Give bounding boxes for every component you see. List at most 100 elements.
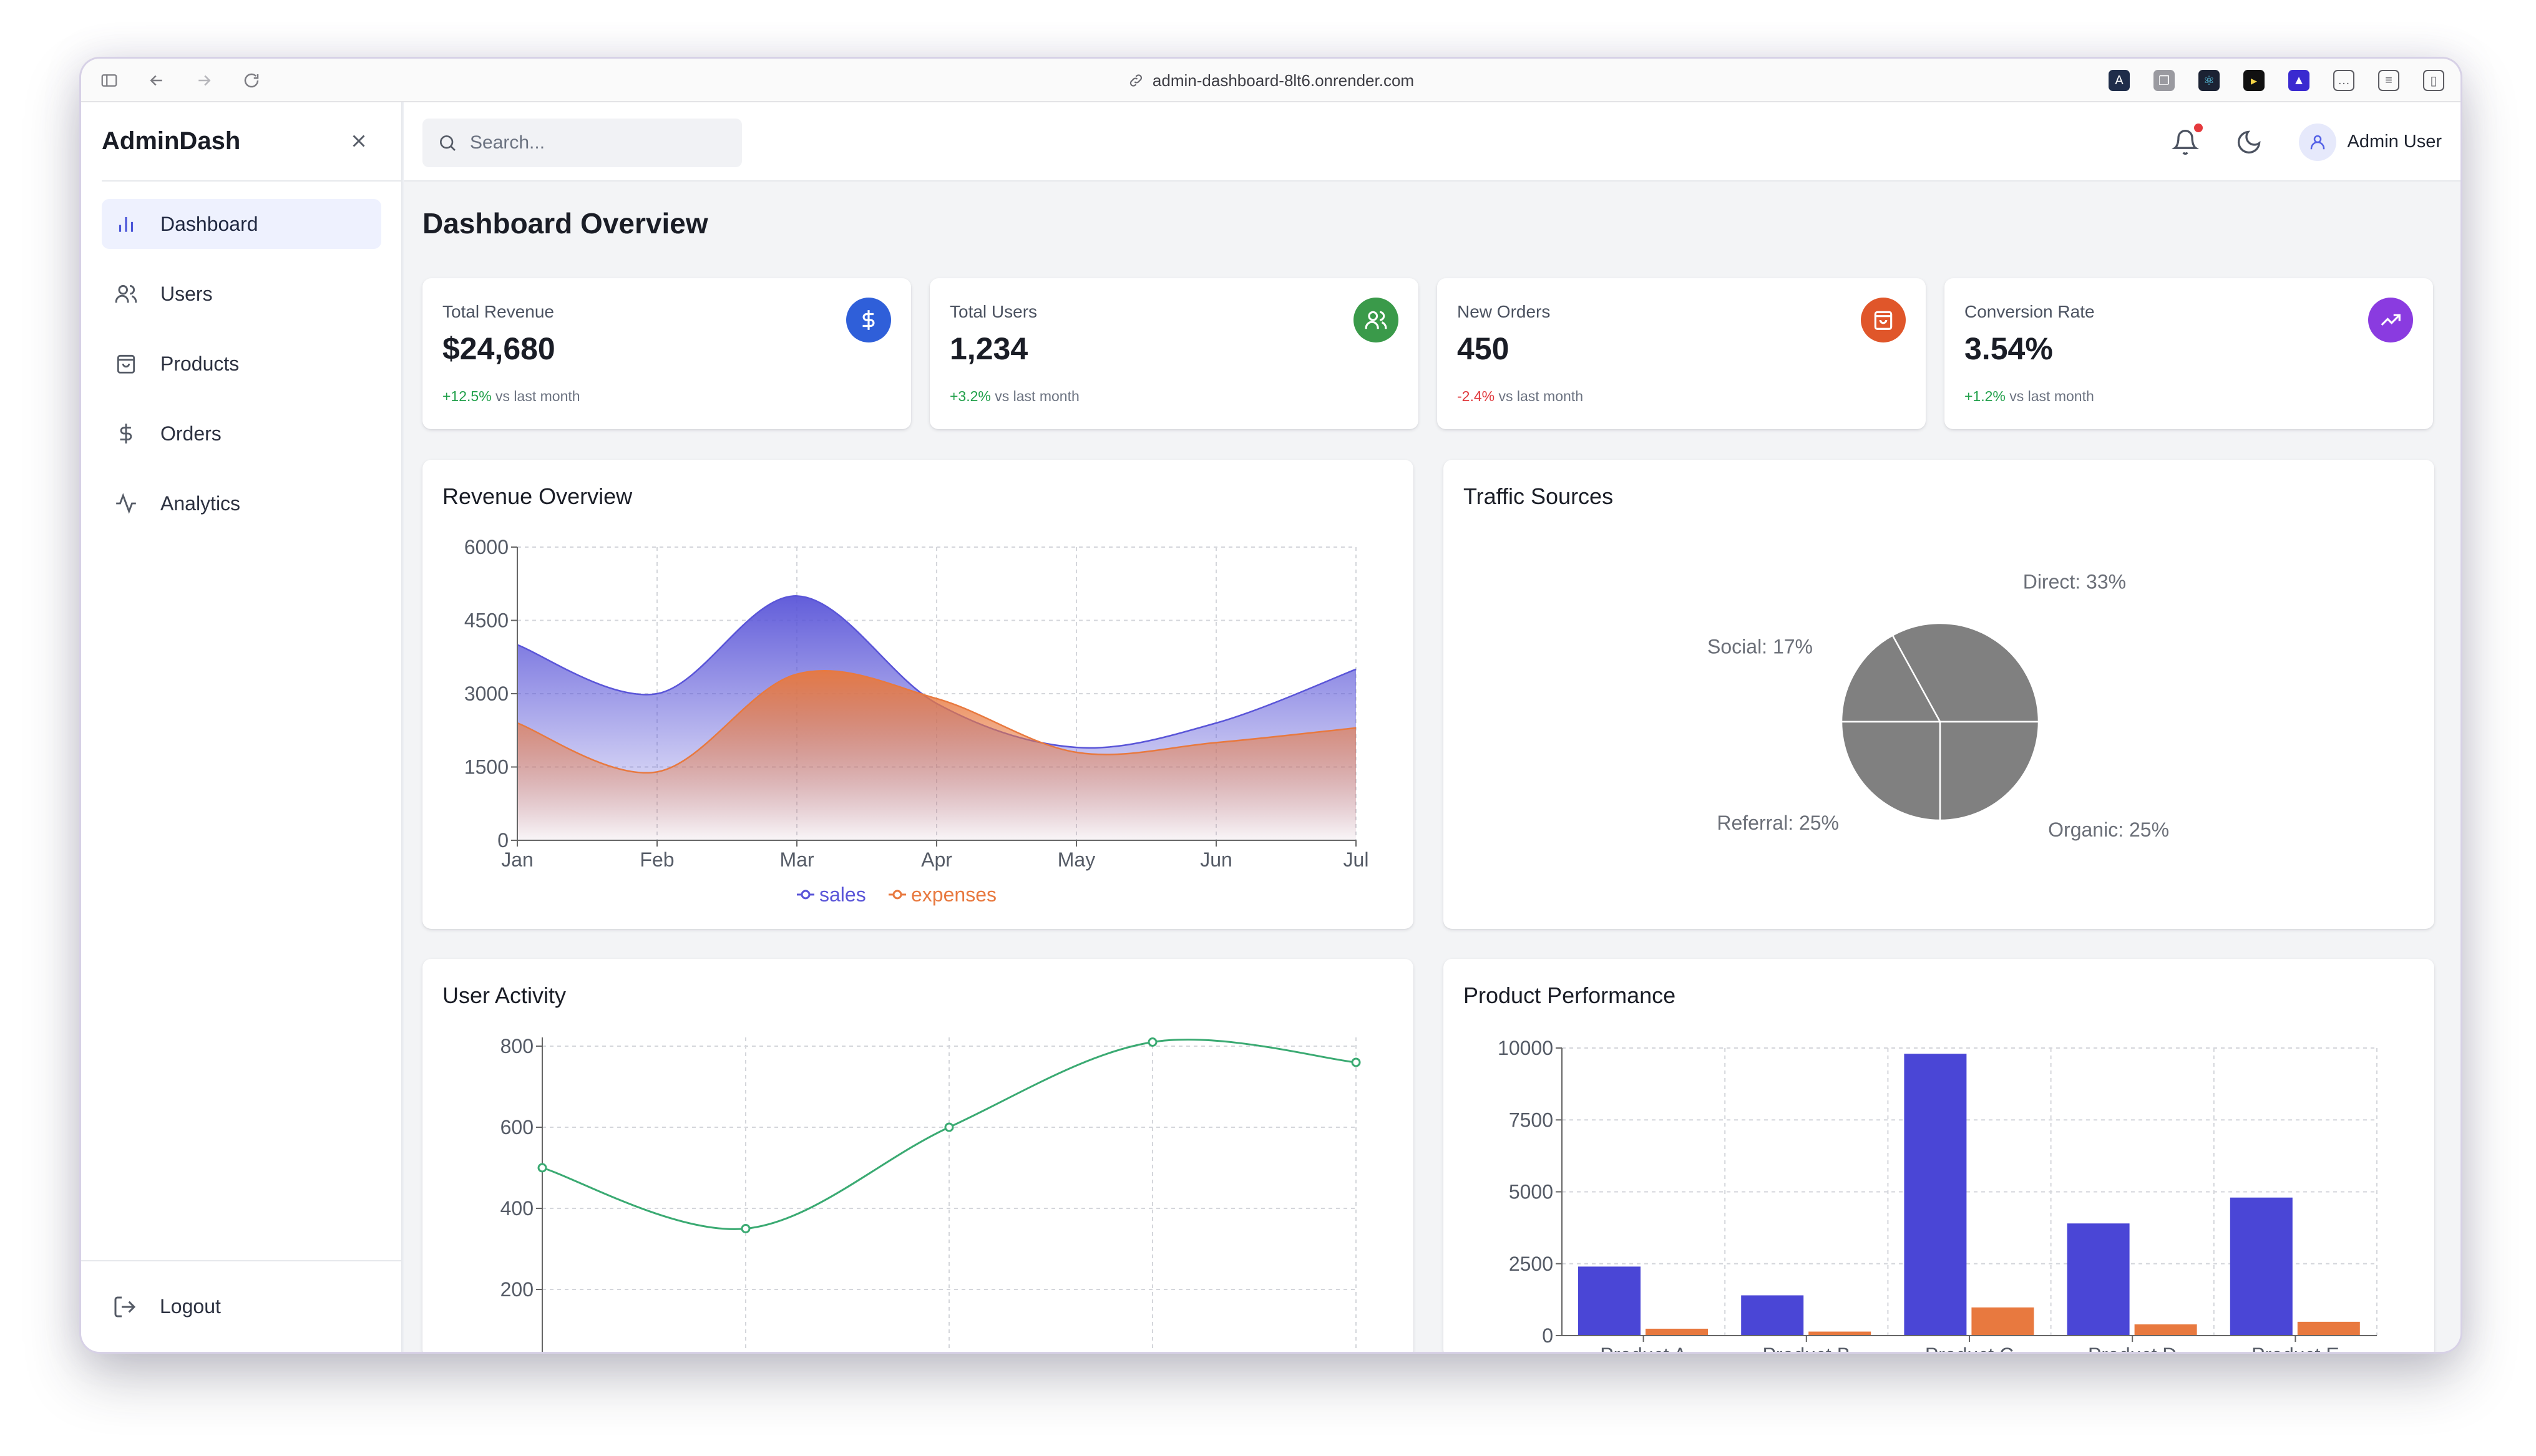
stat-change-pct: +12.5% bbox=[442, 388, 492, 404]
stat-card-conversion: Conversion Rate 3.54% +1.2% vs last mont… bbox=[1944, 278, 2433, 429]
sidebar-item-label: Users bbox=[160, 282, 213, 305]
logout-icon bbox=[114, 1296, 136, 1317]
panel-title: User Activity bbox=[442, 983, 567, 1008]
sidebar-item-orders[interactable]: Orders bbox=[102, 409, 381, 459]
product-bar-chart: 0 2500 5000 7500 10000 Product A Product B Prod… bbox=[1498, 1037, 2378, 1352]
x-tick-label: Feb bbox=[640, 848, 674, 871]
x-tick-label: Mar bbox=[779, 848, 814, 871]
pie-slice bbox=[1939, 721, 2040, 822]
address-bar[interactable]: admin-dashboard-8lt6.onrender.com bbox=[1128, 59, 1414, 102]
bar bbox=[2230, 1197, 2293, 1336]
y-tick-label: 5000 bbox=[1509, 1181, 1553, 1203]
traffic-sources-panel: Traffic Sources Direct: 33% Social: 17% Re… bbox=[1443, 460, 2434, 929]
stat-value: 1,234 bbox=[950, 331, 1028, 366]
y-tick-label: 2500 bbox=[1509, 1253, 1553, 1275]
reload-icon[interactable] bbox=[241, 70, 262, 91]
x-tick-label: Jul bbox=[1344, 848, 1369, 871]
brand-name: AdminDash bbox=[102, 127, 241, 155]
extension-a-icon[interactable]: A bbox=[2109, 70, 2130, 91]
x-tick-label: Product D bbox=[2088, 1344, 2177, 1352]
x-tick-label: Product B bbox=[1763, 1344, 1851, 1352]
x-tick-label: Product E bbox=[2251, 1344, 2339, 1352]
y-tick-label: 6000 bbox=[464, 536, 509, 558]
revenue-overview-panel: Revenue Overview 0 1500 3000 4500 6000 Jan Feb… bbox=[422, 460, 1413, 929]
sidebar-item-dashboard[interactable]: Dashboard bbox=[102, 199, 381, 249]
activity-point bbox=[1148, 1037, 1158, 1047]
bar bbox=[1578, 1266, 1641, 1336]
stat-change-pct: -2.4% bbox=[1457, 388, 1495, 404]
user-activity-panel: User Activity 200 400 600 800 bbox=[422, 959, 1413, 1352]
stat-value: $24,680 bbox=[442, 331, 555, 366]
stat-change: +3.2% vs last month bbox=[950, 388, 1080, 405]
sidebar-nav: Dashboard Users Products Orders Analytic… bbox=[102, 199, 381, 548]
extension-react-icon[interactable]: ⚛ bbox=[2198, 70, 2220, 91]
stat-value: 3.54% bbox=[1964, 331, 2053, 366]
extension-terminal-icon[interactable]: ▸ bbox=[2243, 70, 2265, 91]
y-tick-label: 0 bbox=[1542, 1324, 1553, 1347]
search-box[interactable] bbox=[422, 119, 742, 167]
users-icon bbox=[115, 284, 137, 303]
main-content: Dashboard Overview Total Revenue $24,680… bbox=[404, 182, 2460, 1352]
user-icon bbox=[2310, 135, 2324, 149]
bar bbox=[1904, 1054, 1967, 1336]
page-title: Dashboard Overview bbox=[422, 207, 708, 240]
notifications-bell-icon[interactable] bbox=[2171, 123, 2203, 156]
y-tick-label: 1500 bbox=[464, 756, 509, 779]
y-tick-label: 200 bbox=[500, 1278, 534, 1301]
stat-change: +1.2% vs last month bbox=[1964, 388, 2094, 405]
sidebar-item-label: Products bbox=[160, 352, 240, 375]
sidebar-item-users[interactable]: Users bbox=[102, 269, 381, 319]
pie-slice-label: Referral: 25% bbox=[1717, 812, 1839, 834]
sidebar-item-products[interactable]: Products bbox=[102, 339, 381, 389]
sidebar-toggle-icon[interactable] bbox=[99, 70, 120, 91]
activity-icon bbox=[116, 493, 136, 514]
split-view-icon[interactable]: ▯ bbox=[2423, 70, 2444, 91]
stat-change: +12.5% vs last month bbox=[442, 388, 580, 405]
stat-change-suffix: vs last month bbox=[495, 388, 580, 404]
bar bbox=[2134, 1324, 2197, 1336]
close-sidebar-icon[interactable] bbox=[343, 125, 375, 157]
activity-point bbox=[1351, 1057, 1361, 1067]
search-input[interactable] bbox=[470, 132, 719, 153]
x-tick-label: Product C bbox=[1925, 1344, 2014, 1352]
legend-label: expenses bbox=[911, 883, 997, 906]
stat-change: -2.4% vs last month bbox=[1457, 388, 1583, 405]
pie-slice bbox=[1840, 634, 1942, 723]
user-menu[interactable]: Admin User bbox=[2298, 123, 2442, 161]
y-tick-label: 3000 bbox=[464, 682, 509, 705]
pie-slice-label: Social: 17% bbox=[1707, 635, 1813, 658]
search-icon bbox=[440, 135, 456, 151]
y-tick-label: 0 bbox=[497, 829, 509, 852]
logout-button[interactable]: Logout bbox=[81, 1260, 402, 1352]
extension-graduation-icon[interactable]: ▲ bbox=[2288, 70, 2309, 91]
pie-slice bbox=[1840, 721, 1941, 822]
dark-mode-moon-icon[interactable] bbox=[2235, 129, 2263, 156]
trending-up-icon bbox=[2368, 298, 2413, 342]
y-tick-label: 800 bbox=[500, 1035, 534, 1057]
stat-label: Conversion Rate bbox=[1964, 302, 2095, 321]
legend-marker bbox=[801, 890, 811, 900]
sidebar-item-analytics[interactable]: Analytics bbox=[102, 478, 381, 528]
shopping-bag-icon bbox=[1861, 298, 1906, 342]
dollar-icon bbox=[846, 298, 891, 342]
product-performance-panel: Product Performance 0 2500 5000 7500 10000 Pr… bbox=[1443, 959, 2434, 1352]
users-icon bbox=[1353, 298, 1398, 342]
forward-arrow-icon[interactable] bbox=[193, 70, 215, 91]
pie-slice-label: Direct: 33% bbox=[2023, 571, 2126, 593]
activity-point bbox=[741, 1224, 751, 1233]
y-tick-label: 600 bbox=[500, 1116, 534, 1138]
stat-change-suffix: vs last month bbox=[2009, 388, 2094, 404]
logout-label: Logout bbox=[160, 1295, 221, 1318]
bar bbox=[2297, 1321, 2360, 1336]
activity-point bbox=[537, 1163, 547, 1173]
stat-value: 450 bbox=[1457, 331, 1509, 366]
extension-copy-icon[interactable]: ❐ bbox=[2153, 70, 2175, 91]
extension-chat-icon[interactable]: … bbox=[2333, 70, 2354, 91]
pie-slice-label: Organic: 25% bbox=[2048, 818, 2169, 841]
extension-notes-icon[interactable]: ≡ bbox=[2378, 70, 2399, 91]
stat-card-orders: New Orders 450 -2.4% vs last month bbox=[1437, 278, 1926, 429]
stat-card-users: Total Users 1,234 +3.2% vs last month bbox=[930, 278, 1418, 429]
back-arrow-icon[interactable] bbox=[146, 70, 167, 91]
user-activity-line-chart: 200 400 600 800 bbox=[500, 1035, 1361, 1352]
bar bbox=[1971, 1307, 2034, 1336]
